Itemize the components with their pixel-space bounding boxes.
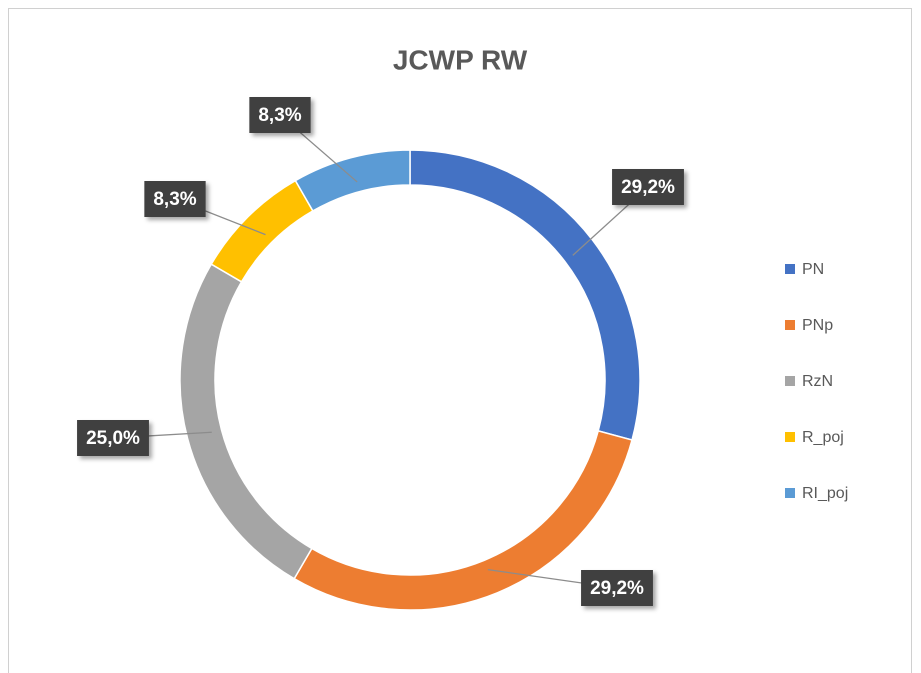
chart-area [8,8,912,673]
data-label-text: 29,2% [590,578,644,599]
data-label: 8,3% [144,181,206,217]
data-label-text: 8,3% [258,105,301,126]
data-label-text: 29,2% [621,177,675,198]
chart-title: JCWP RW [393,44,528,75]
legend-swatch [785,320,795,330]
donut-segment [294,149,411,212]
legend-swatch [785,376,795,386]
legend-label: RI_poj [802,485,848,502]
legend-swatch [785,488,795,498]
legend-label: PN [802,261,824,278]
data-label-text: 8,3% [153,189,196,210]
legend-label: PNp [802,317,833,334]
legend-label: RzN [802,373,833,390]
data-label-box [581,570,653,606]
legend-label: R_poj [802,429,844,446]
data-label: 8,3% [249,97,311,133]
legend-swatch [785,264,795,274]
data-label-text: 25,0% [86,428,140,449]
data-label-box [249,97,311,133]
legend-swatch [785,432,795,442]
data-label: 29,2% [581,570,653,606]
data-label: 29,2% [612,169,684,205]
data-label-box [77,420,149,456]
data-label-box [144,181,206,217]
data-label-box [612,169,684,205]
data-label: 25,0% [77,420,149,456]
